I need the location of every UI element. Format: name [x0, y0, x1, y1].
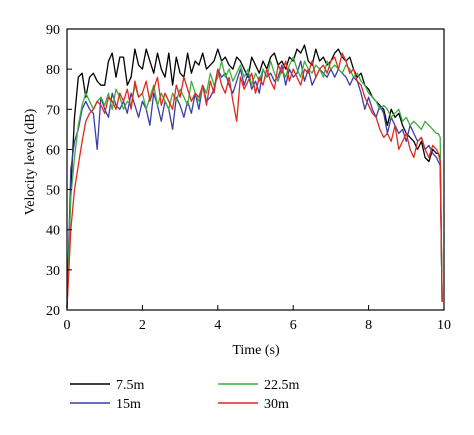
y-tick-label: 50 [46, 184, 60, 199]
x-tick-label: 6 [290, 318, 297, 333]
x-tick-label: 10 [437, 318, 451, 333]
legend-item-15m: 15m [70, 397, 141, 412]
y-tick-label: 20 [46, 304, 60, 319]
series-line-30m [66, 52, 443, 309]
legend: 7.5m 15m 22.5m 30m [70, 378, 300, 412]
series-layer [66, 44, 443, 309]
legend-item-30m: 30m [218, 397, 289, 412]
x-axis-label: Time (s) [232, 343, 280, 358]
x-tick-label: 2 [139, 318, 146, 333]
legend-label: 30m [264, 397, 289, 412]
axes: 20 30 40 50 60 70 80 90 0 2 4 6 8 10 [46, 23, 451, 333]
legend-label: 7.5m [116, 378, 145, 393]
y-tick-label: 60 [46, 143, 60, 158]
y-tick-label: 70 [46, 103, 60, 118]
plot-frame [66, 28, 445, 311]
x-tick-label: 8 [365, 318, 372, 333]
y-axis-label: Velocity level (dB) [23, 108, 38, 215]
y-tick-label: 40 [46, 224, 60, 239]
legend-item-7.5m: 7.5m [70, 378, 145, 393]
legend-item-22.5m: 22.5m [218, 378, 300, 393]
y-tick-label: 30 [46, 264, 60, 279]
y-tick-label: 90 [46, 23, 60, 38]
series-line-7.5m [66, 44, 443, 309]
x-tick-label: 0 [64, 318, 71, 333]
legend-label: 22.5m [264, 378, 300, 393]
legend-label: 15m [116, 397, 141, 412]
y-tick-label: 80 [46, 63, 60, 78]
x-tick-label: 4 [214, 318, 221, 333]
